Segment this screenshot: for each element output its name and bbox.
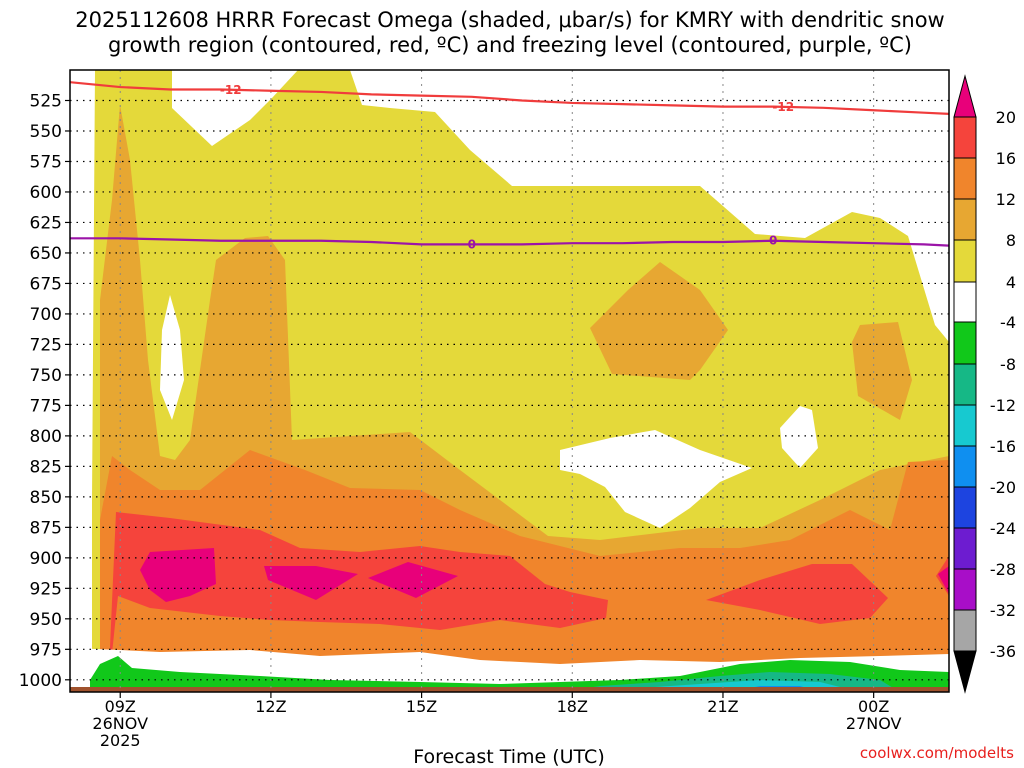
x-tick-label: 15Z — [406, 697, 437, 716]
colorbar-swatch — [953, 321, 977, 365]
omega-region-8-12-blob-b — [852, 322, 912, 420]
colorbar-tick-label: -28 — [990, 560, 1016, 579]
x-tick-label: 09Z — [105, 697, 136, 716]
y-tick-label: 850 — [30, 488, 62, 508]
colorbar-swatch — [953, 445, 977, 488]
y-tick-label: 675 — [30, 274, 62, 294]
contour-label: 0 — [468, 237, 476, 251]
colorbar-tick-label: 4 — [1006, 273, 1016, 292]
colorbar-bottom-arrow — [953, 650, 977, 694]
colorbar-swatch — [953, 157, 977, 200]
colorbar-tick-label: -32 — [990, 601, 1016, 620]
y-tick-label: 650 — [30, 244, 62, 264]
colorbar-tick-label: 20 — [996, 108, 1016, 127]
contour-line — [70, 81, 949, 116]
y-tick-label: 825 — [30, 457, 62, 477]
colorbar-tick-label: 16 — [996, 149, 1016, 168]
x-tick-label: 27NOV — [846, 714, 902, 733]
x-tick-label: 00Z — [858, 697, 889, 716]
colorbar-tick-label: -16 — [990, 437, 1016, 456]
colorbar-swatch — [953, 198, 977, 241]
omega-hole-mid — [560, 430, 752, 528]
omega-region-8-12-blob-a — [590, 262, 728, 380]
colorbar-tick-label: -8 — [1000, 355, 1016, 374]
contour-label: 0 — [769, 234, 777, 248]
colorbar-swatch — [953, 486, 977, 529]
y-tick-label: 600 — [30, 183, 62, 203]
y-tick-label: 875 — [30, 518, 62, 538]
omega-region-16-20 — [108, 512, 608, 692]
omega-region-gt20-d — [938, 566, 949, 594]
omega-region-gt20-c — [368, 562, 458, 598]
y-tick-label: 1000 — [19, 671, 62, 691]
colorbar-tick-label: -24 — [990, 519, 1016, 538]
x-tick-label: 2025 — [100, 731, 141, 750]
y-tick-label: 575 — [30, 152, 62, 172]
y-tick-label: 975 — [30, 640, 62, 660]
colorbar-tick-label: 8 — [1006, 231, 1016, 250]
colorbar-tick-label: -4 — [1000, 313, 1016, 332]
contour-line — [70, 237, 949, 247]
y-tick-label: 750 — [30, 366, 62, 386]
omega-shaded-field — [70, 70, 949, 692]
omega-region-16-20-right — [706, 564, 888, 624]
contour-label: -12 — [772, 100, 794, 114]
colorbar-top-arrow — [953, 74, 977, 118]
colorbar-swatch — [953, 281, 977, 323]
y-tick-label: 725 — [30, 335, 62, 355]
omega-region-gt20-b — [264, 566, 358, 600]
x-tick-label: 21Z — [707, 697, 738, 716]
colorbar-tick-label: -36 — [990, 642, 1016, 661]
omega-hole-right — [780, 406, 818, 468]
colorbar-swatch — [953, 609, 977, 652]
colorbar-swatch — [953, 404, 977, 447]
y-tick-label: 900 — [30, 549, 62, 569]
colorbar-swatch — [953, 527, 977, 570]
contour-label: -12 — [220, 83, 242, 97]
chart-title-line-1: 2025112608 HRRR Forecast Omega (shaded, … — [75, 8, 945, 32]
colorbar-tick-label: -20 — [990, 478, 1016, 497]
y-axis: 525 550 575 600 625 650 675 700 725 750 775 800 825 8… — [19, 91, 70, 691]
omega-hole-left — [160, 295, 184, 420]
temperature-contours: -12 -12 0 0 — [70, 81, 949, 251]
y-tick-label: 625 — [30, 213, 62, 233]
ground-strip — [70, 687, 949, 692]
y-tick-label: 800 — [30, 427, 62, 447]
chart-title-line-2: growth region (contoured, red, ºC) and f… — [108, 33, 912, 57]
x-axis-label: Forecast Time (UTC) — [413, 746, 604, 768]
y-tick-label: 775 — [30, 396, 62, 416]
y-tick-label: 525 — [30, 91, 62, 111]
credit-text[interactable]: coolwx.com/modelts — [860, 744, 1014, 762]
colorbar-swatch — [953, 363, 977, 406]
plot-frame — [69, 69, 950, 693]
x-tick-label: 26NOV — [92, 714, 148, 733]
x-tick-label: 18Z — [557, 697, 588, 716]
colorbar-swatch — [953, 239, 977, 283]
colorbar: 20 16 12 8 4 -4 -8 -12 -16 -20 -24 -28 -32 -36 — [953, 74, 1016, 694]
colorbar-tick-label: 12 — [996, 190, 1016, 209]
y-tick-label: 550 — [30, 122, 62, 142]
x-tick-label: 12Z — [255, 697, 286, 716]
y-tick-label: 925 — [30, 579, 62, 599]
y-tick-label: 700 — [30, 305, 62, 325]
y-tick-label: 950 — [30, 610, 62, 630]
omega-region-gt20-a — [140, 548, 216, 602]
colorbar-tick-label: -12 — [990, 396, 1016, 415]
colorbar-swatch — [953, 568, 977, 611]
grid — [70, 70, 949, 692]
colorbar-swatch — [953, 116, 977, 159]
